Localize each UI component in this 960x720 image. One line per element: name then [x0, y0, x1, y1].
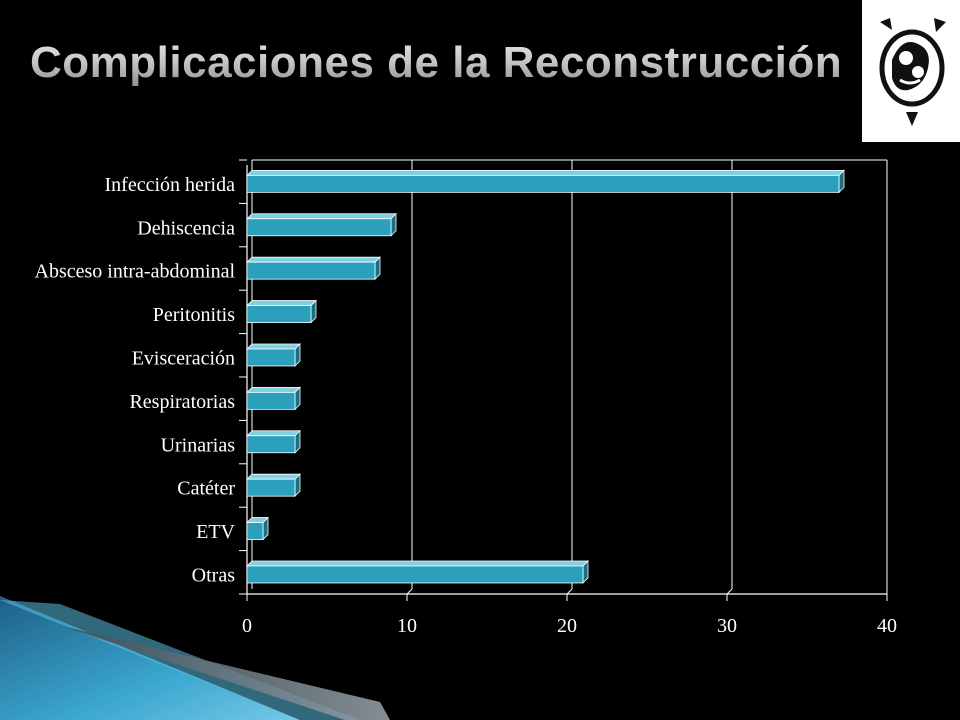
- x-tick-label: 20: [557, 615, 577, 637]
- bar-top: [246, 300, 317, 306]
- bar-front: [246, 174, 840, 193]
- gridline-floor: [726, 588, 733, 595]
- gridline-floor: [406, 588, 413, 595]
- bar-top: [246, 213, 397, 220]
- x-tick-label: 0: [242, 615, 252, 637]
- x-tick-labels: 0 10 20 30 40: [242, 615, 897, 637]
- bar-top: [246, 560, 589, 567]
- bar: [246, 169, 845, 194]
- bar-front: [246, 478, 296, 497]
- bar-front: [246, 391, 296, 410]
- category-label: Urinarias: [161, 434, 236, 456]
- institution-logo-icon: [879, 18, 946, 126]
- bar: [246, 212, 397, 237]
- category-label: Catéter: [177, 478, 235, 500]
- bar-front: [246, 305, 312, 323]
- bar-top: [246, 473, 301, 480]
- category-label: Peritonitis: [153, 304, 235, 326]
- category-label: Infección herida: [105, 174, 236, 196]
- slide-title: Complicaciones de la Reconstrucción: [30, 38, 843, 87]
- bar: [246, 473, 301, 498]
- category-label: Evisceración: [132, 347, 235, 369]
- category-label: Respiratorias: [129, 391, 235, 413]
- bar-front: [246, 348, 296, 367]
- bar-top: [246, 343, 301, 350]
- bar-front: [246, 261, 376, 280]
- bar-top: [246, 256, 381, 263]
- bar: [246, 516, 269, 541]
- category-label: Absceso intra-abdominal: [35, 261, 236, 283]
- bar: [246, 343, 301, 367]
- bar-front: [246, 218, 392, 237]
- bar: [246, 299, 317, 324]
- category-labels: Infección herida Dehiscencia Absceso intra…: [35, 174, 236, 587]
- bar: [246, 386, 301, 411]
- category-label: ETV: [196, 521, 235, 543]
- bar-top: [246, 169, 845, 176]
- logo-box: [862, 0, 960, 142]
- category-label: Dehiscencia: [137, 217, 235, 239]
- bar: [246, 256, 381, 281]
- x-tick-label: 10: [397, 615, 417, 637]
- bar-front: [246, 565, 584, 584]
- bar: [246, 429, 301, 454]
- bar: [246, 560, 589, 584]
- category-label: Otras: [192, 564, 236, 586]
- bar-top: [246, 430, 301, 437]
- x-tick-label: 40: [877, 615, 897, 637]
- chart-bars: [246, 169, 845, 584]
- chart-gridlines: [252, 159, 888, 595]
- bar-front: [246, 522, 264, 540]
- x-tick-label: 30: [717, 615, 737, 637]
- gridline-floor: [566, 588, 573, 595]
- bar-front: [246, 435, 296, 454]
- bar-top: [246, 386, 301, 393]
